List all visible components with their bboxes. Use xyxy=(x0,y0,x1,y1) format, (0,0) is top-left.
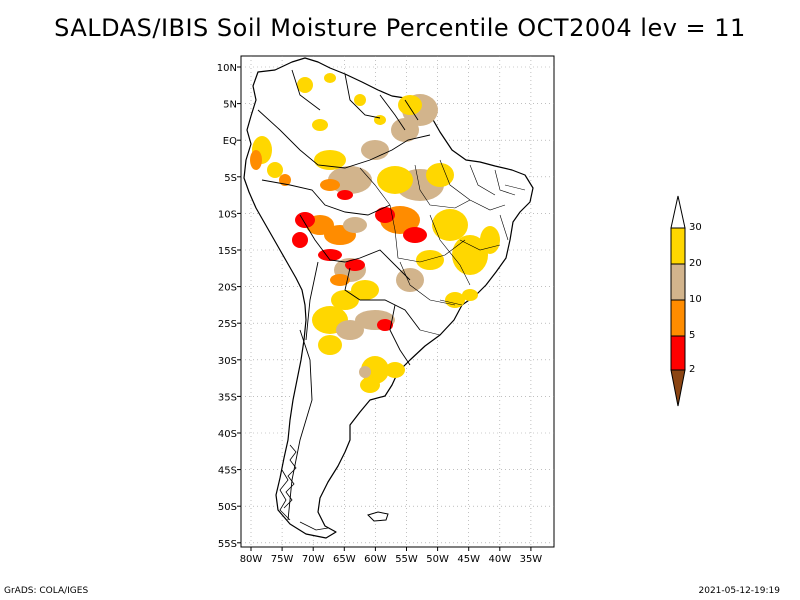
percentile-patch xyxy=(336,320,364,340)
percentile-patch xyxy=(279,174,291,186)
colorbar-above-30 xyxy=(670,195,686,229)
lon-tick-label: 40W xyxy=(488,554,511,565)
percentile-patch xyxy=(318,249,342,261)
percentile-patch xyxy=(432,209,468,241)
percentile-patch xyxy=(330,274,350,286)
percentile-patch xyxy=(377,319,393,331)
percentile-patch xyxy=(267,162,283,178)
percentile-patch xyxy=(351,280,379,300)
colorbar-below-2 xyxy=(670,369,686,407)
country-boundaries xyxy=(257,69,431,521)
percentile-patch xyxy=(337,190,353,200)
percentile-patch xyxy=(359,366,371,378)
percentile-patch xyxy=(320,179,340,191)
percentile-patch xyxy=(452,235,488,275)
map-title: SALDAS/IBIS Soil Moisture Percentile OCT… xyxy=(54,14,746,42)
percentile-patch xyxy=(462,289,478,301)
lat-tick-label: 35S xyxy=(218,392,237,403)
percentile-patch xyxy=(375,207,395,223)
latitude-ticks: 10N 5N EQ 5S 10S 15S 20S 25S 30S 35S 40S 45S 50S 55S xyxy=(217,63,241,550)
lat-tick-label: 10S xyxy=(218,209,237,220)
percentile-patch xyxy=(324,73,336,83)
colorbar-legend: 30 20 10 5 2 xyxy=(670,195,702,407)
falkland-islands xyxy=(367,511,389,522)
lat-tick-label: 40S xyxy=(218,429,237,440)
percentile-patch xyxy=(360,377,380,393)
state-boundaries xyxy=(359,159,526,336)
colorbar-20-30 xyxy=(670,227,686,265)
percentile-patch xyxy=(295,212,315,228)
colorbar-5-10 xyxy=(670,299,686,337)
lat-tick-label: 5N xyxy=(223,100,237,111)
footer-timestamp: 2021-05-12-19:19 xyxy=(698,586,781,596)
percentile-patch xyxy=(314,150,346,170)
percentile-patch xyxy=(385,362,405,378)
lat-tick-label: 50S xyxy=(218,502,237,513)
percentile-patch xyxy=(377,166,413,194)
longitude-ticks: 80W 75W 70W 65W 60W 55W 50W 45W 40W 35W xyxy=(240,547,543,565)
south-america-landmass xyxy=(243,57,534,539)
lon-tick-label: 55W xyxy=(395,554,418,565)
percentile-patch xyxy=(445,292,465,308)
lon-tick-label: 65W xyxy=(333,554,356,565)
lat-tick-label: 25S xyxy=(218,319,237,330)
percentile-patch xyxy=(312,119,328,131)
percentile-patch xyxy=(374,115,386,125)
percentile-patch xyxy=(318,335,342,355)
lat-tick-label: 55S xyxy=(218,539,237,550)
percentile-patch xyxy=(398,95,422,115)
lat-tick-label: EQ xyxy=(223,136,237,147)
lon-tick-label: 45W xyxy=(457,554,480,565)
colorbar-label: 20 xyxy=(689,258,702,269)
colorbar-label: 2 xyxy=(689,364,695,375)
lon-tick-label: 35W xyxy=(520,554,543,565)
lon-tick-label: 75W xyxy=(271,554,294,565)
lat-tick-label: 20S xyxy=(218,283,237,294)
percentile-patch xyxy=(480,226,500,254)
percentile-patch xyxy=(416,250,444,270)
colorbar-10-20 xyxy=(670,263,686,301)
lat-tick-label: 30S xyxy=(218,356,237,367)
lon-tick-label: 50W xyxy=(426,554,449,565)
percentile-patch xyxy=(426,163,454,187)
colorbar-2-5 xyxy=(670,335,686,371)
lon-tick-label: 60W xyxy=(364,554,387,565)
percentile-patch xyxy=(403,227,427,243)
colorbar-label: 30 xyxy=(689,222,702,233)
percentile-patch xyxy=(343,217,367,233)
percentile-patches xyxy=(250,73,500,393)
percentile-patch xyxy=(354,94,366,106)
percentile-patch xyxy=(292,232,308,248)
percentile-patch xyxy=(297,77,313,93)
lon-tick-label: 80W xyxy=(240,554,263,565)
percentile-patch xyxy=(361,140,389,160)
footer-credit: GrADS: COLA/IGES xyxy=(4,586,89,596)
lon-tick-label: 70W xyxy=(302,554,325,565)
southern-archipelago xyxy=(279,444,329,531)
lat-tick-label: 5S xyxy=(224,173,237,184)
lat-tick-label: 45S xyxy=(218,466,237,477)
percentile-patch xyxy=(250,150,262,170)
lat-tick-label: 10N xyxy=(217,63,237,74)
lat-tick-label: 15S xyxy=(218,246,237,257)
colorbar-label: 10 xyxy=(689,294,702,305)
colorbar-label: 5 xyxy=(689,330,695,341)
